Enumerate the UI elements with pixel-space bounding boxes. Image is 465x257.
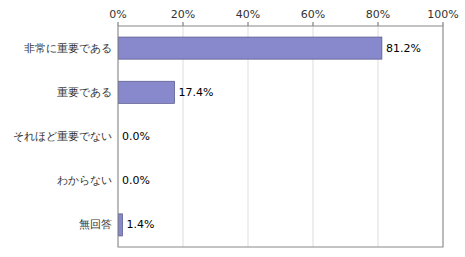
data-label: 1.4% [127,218,155,231]
bar [118,214,123,236]
tick-label: 60% [301,8,325,21]
plot-frame [118,26,443,247]
tick-mark [313,22,314,26]
bar [118,37,382,59]
bar [118,81,175,103]
data-label: 17.4% [179,86,214,99]
category-label: 非常に重要である [24,42,112,55]
category-label: 重要である [57,86,112,99]
y-axis: 非常に重要である重要であるそれほど重要でないわからない無回答 [13,42,112,232]
tick-mark [248,22,249,26]
tick-label: 80% [366,8,390,21]
tick-mark [378,22,379,26]
tick-label: 0% [109,8,126,21]
grid [118,26,443,247]
data-label: 81.2% [386,42,421,55]
chart: 0% 20% 40% 60% 80% 100% 非常に重要である重要であるそれほど重要でない… [0,0,465,257]
tick-mark [183,22,184,26]
category-label: それほど重要でない [13,130,112,143]
data-labels: 81.2% 17.4% 0.0% 0.0% 1.4% [122,42,421,232]
tick-label: 20% [171,8,195,21]
plot-area [118,26,443,247]
category-label: わからない [57,174,112,187]
tick-label: 40% [236,8,260,21]
x-axis: 0% 20% 40% 60% 80% 100% [109,8,458,26]
data-label: 0.0% [122,130,150,143]
tick-mark [118,22,119,26]
tick-label: 100% [427,8,458,21]
category-label: 無回答 [79,218,112,231]
bars [118,37,382,236]
tick-mark [443,22,444,26]
chart-container: 0% 20% 40% 60% 80% 100% 非常に重要である重要であるそれほど重要でない… [0,0,465,257]
data-label: 0.0% [122,174,150,187]
